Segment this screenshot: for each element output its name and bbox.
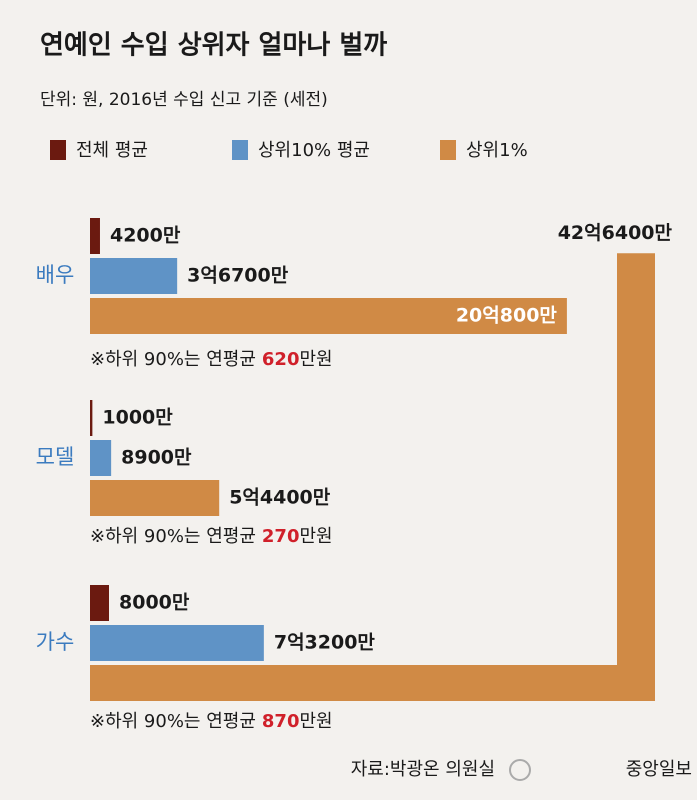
category-label: 모델: [36, 445, 75, 469]
note: ※하위 90%는 연평균 620만원: [90, 349, 333, 370]
note-unit: 만원: [299, 526, 332, 547]
bar: [90, 258, 178, 294]
source: 자료:박광온 의원실: [351, 759, 495, 780]
logo: 중앙일보: [626, 759, 692, 780]
value-label: 42억6400만: [558, 222, 673, 244]
value-label: 1000만: [102, 407, 173, 429]
bar: [90, 480, 220, 516]
chart-subtitle: 단위: 원, 2016년 수입 신고 기준 (세전): [40, 90, 328, 110]
note-unit: 만원: [299, 711, 332, 732]
note-label: ※하위 90%는 연평균: [90, 711, 256, 732]
value-label: 8000만: [119, 592, 190, 614]
note: ※하위 90%는 연평균 870만원: [90, 711, 333, 732]
note: ※하위 90%는 연평균 270만원: [90, 526, 333, 547]
bar: [90, 625, 264, 661]
value-label: 7억3200만: [274, 632, 376, 654]
legend-label: 상위10% 평균: [258, 140, 370, 161]
value-label: 4200만: [110, 225, 181, 247]
note-value: 270: [262, 526, 300, 547]
value-label: 3억6700만: [187, 265, 289, 287]
legend-label: 상위1%: [466, 140, 528, 161]
bar: [90, 298, 567, 334]
bar: [90, 585, 109, 621]
value-label: 20억800만: [456, 305, 558, 327]
note-label: ※하위 90%는 연평균: [90, 349, 256, 370]
category-label: 배우: [36, 263, 75, 287]
value-label: 5억4400만: [229, 487, 331, 509]
legend-swatch: [440, 140, 456, 160]
note-value: 870: [262, 711, 300, 732]
note-label: ※하위 90%는 연평균: [90, 526, 256, 547]
legend-swatch: [232, 140, 248, 160]
chart-title: 연예인 수입 상위자 얼마나 벌까: [40, 31, 387, 61]
bar: [90, 400, 93, 436]
category-label: 가수: [36, 630, 75, 654]
note-value: 620: [262, 349, 300, 370]
legend-swatch: [50, 140, 66, 160]
value-label: 8900만: [121, 447, 192, 469]
bar: [90, 440, 112, 476]
note-unit: 만원: [299, 349, 332, 370]
logo-icon: [509, 759, 531, 781]
bar: [90, 218, 100, 254]
legend-label: 전체 평균: [76, 140, 148, 161]
